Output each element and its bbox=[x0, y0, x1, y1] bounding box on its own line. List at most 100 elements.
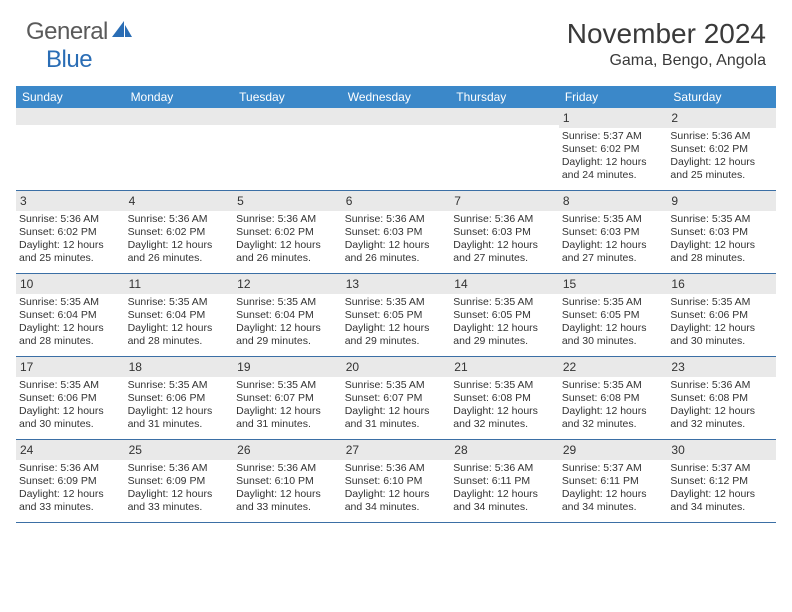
week-row: 3Sunrise: 5:36 AMSunset: 6:02 PMDaylight… bbox=[16, 191, 776, 274]
day-header: Friday bbox=[559, 86, 668, 108]
day-cell: 24Sunrise: 5:36 AMSunset: 6:09 PMDayligh… bbox=[16, 440, 125, 522]
day-number-bar: 26 bbox=[233, 440, 342, 460]
day-info-line: Daylight: 12 hours bbox=[562, 156, 665, 169]
day-info-line: Daylight: 12 hours bbox=[453, 322, 556, 335]
day-cell: 5Sunrise: 5:36 AMSunset: 6:02 PMDaylight… bbox=[233, 191, 342, 273]
weeks-container: 1Sunrise: 5:37 AMSunset: 6:02 PMDaylight… bbox=[16, 108, 776, 523]
day-number: 28 bbox=[454, 443, 467, 457]
day-info-line: Sunset: 6:06 PM bbox=[670, 309, 773, 322]
day-info-line: Sunset: 6:05 PM bbox=[345, 309, 448, 322]
day-number: 25 bbox=[129, 443, 142, 457]
day-cell bbox=[125, 108, 234, 190]
day-info-line: and 30 minutes. bbox=[562, 335, 665, 348]
day-number: 6 bbox=[346, 194, 353, 208]
day-info-line: Sunset: 6:07 PM bbox=[345, 392, 448, 405]
day-info-line: and 34 minutes. bbox=[562, 501, 665, 514]
day-info-line: Daylight: 12 hours bbox=[19, 322, 122, 335]
day-info-line: Sunset: 6:09 PM bbox=[128, 475, 231, 488]
day-cell: 26Sunrise: 5:36 AMSunset: 6:10 PMDayligh… bbox=[233, 440, 342, 522]
day-info-line: Sunrise: 5:36 AM bbox=[670, 379, 773, 392]
day-info-line: Sunset: 6:11 PM bbox=[562, 475, 665, 488]
day-info-line: Sunrise: 5:36 AM bbox=[670, 130, 773, 143]
day-number-bar: 6 bbox=[342, 191, 451, 211]
day-info-line: Daylight: 12 hours bbox=[128, 322, 231, 335]
day-info-line: and 26 minutes. bbox=[345, 252, 448, 265]
day-cell: 17Sunrise: 5:35 AMSunset: 6:06 PMDayligh… bbox=[16, 357, 125, 439]
day-number-bar: 18 bbox=[125, 357, 234, 377]
empty-day-bar bbox=[450, 108, 559, 125]
logo-sail-icon bbox=[110, 19, 134, 39]
day-number-bar: 2 bbox=[667, 108, 776, 128]
day-number-bar: 16 bbox=[667, 274, 776, 294]
day-info-line: Sunset: 6:12 PM bbox=[670, 475, 773, 488]
day-info-line: Daylight: 12 hours bbox=[345, 239, 448, 252]
day-number: 16 bbox=[671, 277, 684, 291]
day-info-line: Sunset: 6:06 PM bbox=[128, 392, 231, 405]
day-info-line: Sunrise: 5:35 AM bbox=[562, 296, 665, 309]
day-info-line: Sunrise: 5:35 AM bbox=[562, 213, 665, 226]
day-info-line: Sunrise: 5:35 AM bbox=[562, 379, 665, 392]
day-header: Tuesday bbox=[233, 86, 342, 108]
day-number: 21 bbox=[454, 360, 467, 374]
day-info-line: Daylight: 12 hours bbox=[345, 488, 448, 501]
day-info-line: Sunset: 6:06 PM bbox=[19, 392, 122, 405]
day-info-line: Sunrise: 5:35 AM bbox=[128, 379, 231, 392]
day-cell: 3Sunrise: 5:36 AMSunset: 6:02 PMDaylight… bbox=[16, 191, 125, 273]
day-cell: 25Sunrise: 5:36 AMSunset: 6:09 PMDayligh… bbox=[125, 440, 234, 522]
day-cell: 4Sunrise: 5:36 AMSunset: 6:02 PMDaylight… bbox=[125, 191, 234, 273]
day-info-line: and 33 minutes. bbox=[19, 501, 122, 514]
day-info-line: Sunset: 6:02 PM bbox=[670, 143, 773, 156]
day-number-bar: 19 bbox=[233, 357, 342, 377]
day-info-line: Sunrise: 5:36 AM bbox=[453, 462, 556, 475]
day-number: 23 bbox=[671, 360, 684, 374]
day-info-line: Daylight: 12 hours bbox=[128, 405, 231, 418]
day-info-line: Sunrise: 5:35 AM bbox=[670, 213, 773, 226]
day-info-line: and 26 minutes. bbox=[236, 252, 339, 265]
day-number-bar: 14 bbox=[450, 274, 559, 294]
day-info-line: and 31 minutes. bbox=[128, 418, 231, 431]
day-info-line: Sunset: 6:08 PM bbox=[453, 392, 556, 405]
day-info-line: Sunrise: 5:36 AM bbox=[128, 213, 231, 226]
day-info-line: Sunset: 6:04 PM bbox=[19, 309, 122, 322]
day-info-line: and 29 minutes. bbox=[453, 335, 556, 348]
day-number-bar: 20 bbox=[342, 357, 451, 377]
day-info-line: Sunset: 6:10 PM bbox=[236, 475, 339, 488]
day-info-line: Sunset: 6:08 PM bbox=[562, 392, 665, 405]
day-info-line: Sunrise: 5:36 AM bbox=[19, 213, 122, 226]
day-info-line: Daylight: 12 hours bbox=[562, 488, 665, 501]
day-number: 9 bbox=[671, 194, 678, 208]
day-info-line: and 26 minutes. bbox=[128, 252, 231, 265]
day-header: Monday bbox=[125, 86, 234, 108]
day-cell: 30Sunrise: 5:37 AMSunset: 6:12 PMDayligh… bbox=[667, 440, 776, 522]
location-subtitle: Gama, Bengo, Angola bbox=[567, 52, 766, 70]
day-cell: 1Sunrise: 5:37 AMSunset: 6:02 PMDaylight… bbox=[559, 108, 668, 190]
day-info-line: and 31 minutes. bbox=[236, 418, 339, 431]
day-info-line: Sunset: 6:02 PM bbox=[128, 226, 231, 239]
day-number-bar: 21 bbox=[450, 357, 559, 377]
day-info-line: Daylight: 12 hours bbox=[562, 322, 665, 335]
day-header: Wednesday bbox=[342, 86, 451, 108]
day-cell bbox=[233, 108, 342, 190]
day-number-bar: 30 bbox=[667, 440, 776, 460]
day-info-line: Sunset: 6:11 PM bbox=[453, 475, 556, 488]
day-info-line: Daylight: 12 hours bbox=[236, 239, 339, 252]
day-info-line: Sunrise: 5:35 AM bbox=[19, 296, 122, 309]
day-number-bar: 3 bbox=[16, 191, 125, 211]
day-info-line: Sunrise: 5:35 AM bbox=[345, 379, 448, 392]
empty-day-bar bbox=[16, 108, 125, 125]
day-info-line: Daylight: 12 hours bbox=[19, 405, 122, 418]
day-info-line: and 25 minutes. bbox=[19, 252, 122, 265]
day-cell: 29Sunrise: 5:37 AMSunset: 6:11 PMDayligh… bbox=[559, 440, 668, 522]
day-info-line: Daylight: 12 hours bbox=[562, 405, 665, 418]
day-cell: 27Sunrise: 5:36 AMSunset: 6:10 PMDayligh… bbox=[342, 440, 451, 522]
day-cell: 2Sunrise: 5:36 AMSunset: 6:02 PMDaylight… bbox=[667, 108, 776, 190]
day-cell: 8Sunrise: 5:35 AMSunset: 6:03 PMDaylight… bbox=[559, 191, 668, 273]
week-row: 24Sunrise: 5:36 AMSunset: 6:09 PMDayligh… bbox=[16, 440, 776, 523]
day-cell: 19Sunrise: 5:35 AMSunset: 6:07 PMDayligh… bbox=[233, 357, 342, 439]
day-number: 15 bbox=[563, 277, 576, 291]
day-cell: 28Sunrise: 5:36 AMSunset: 6:11 PMDayligh… bbox=[450, 440, 559, 522]
day-cell bbox=[342, 108, 451, 190]
day-number: 2 bbox=[671, 111, 678, 125]
day-number-bar: 15 bbox=[559, 274, 668, 294]
day-info-line: Sunset: 6:03 PM bbox=[670, 226, 773, 239]
